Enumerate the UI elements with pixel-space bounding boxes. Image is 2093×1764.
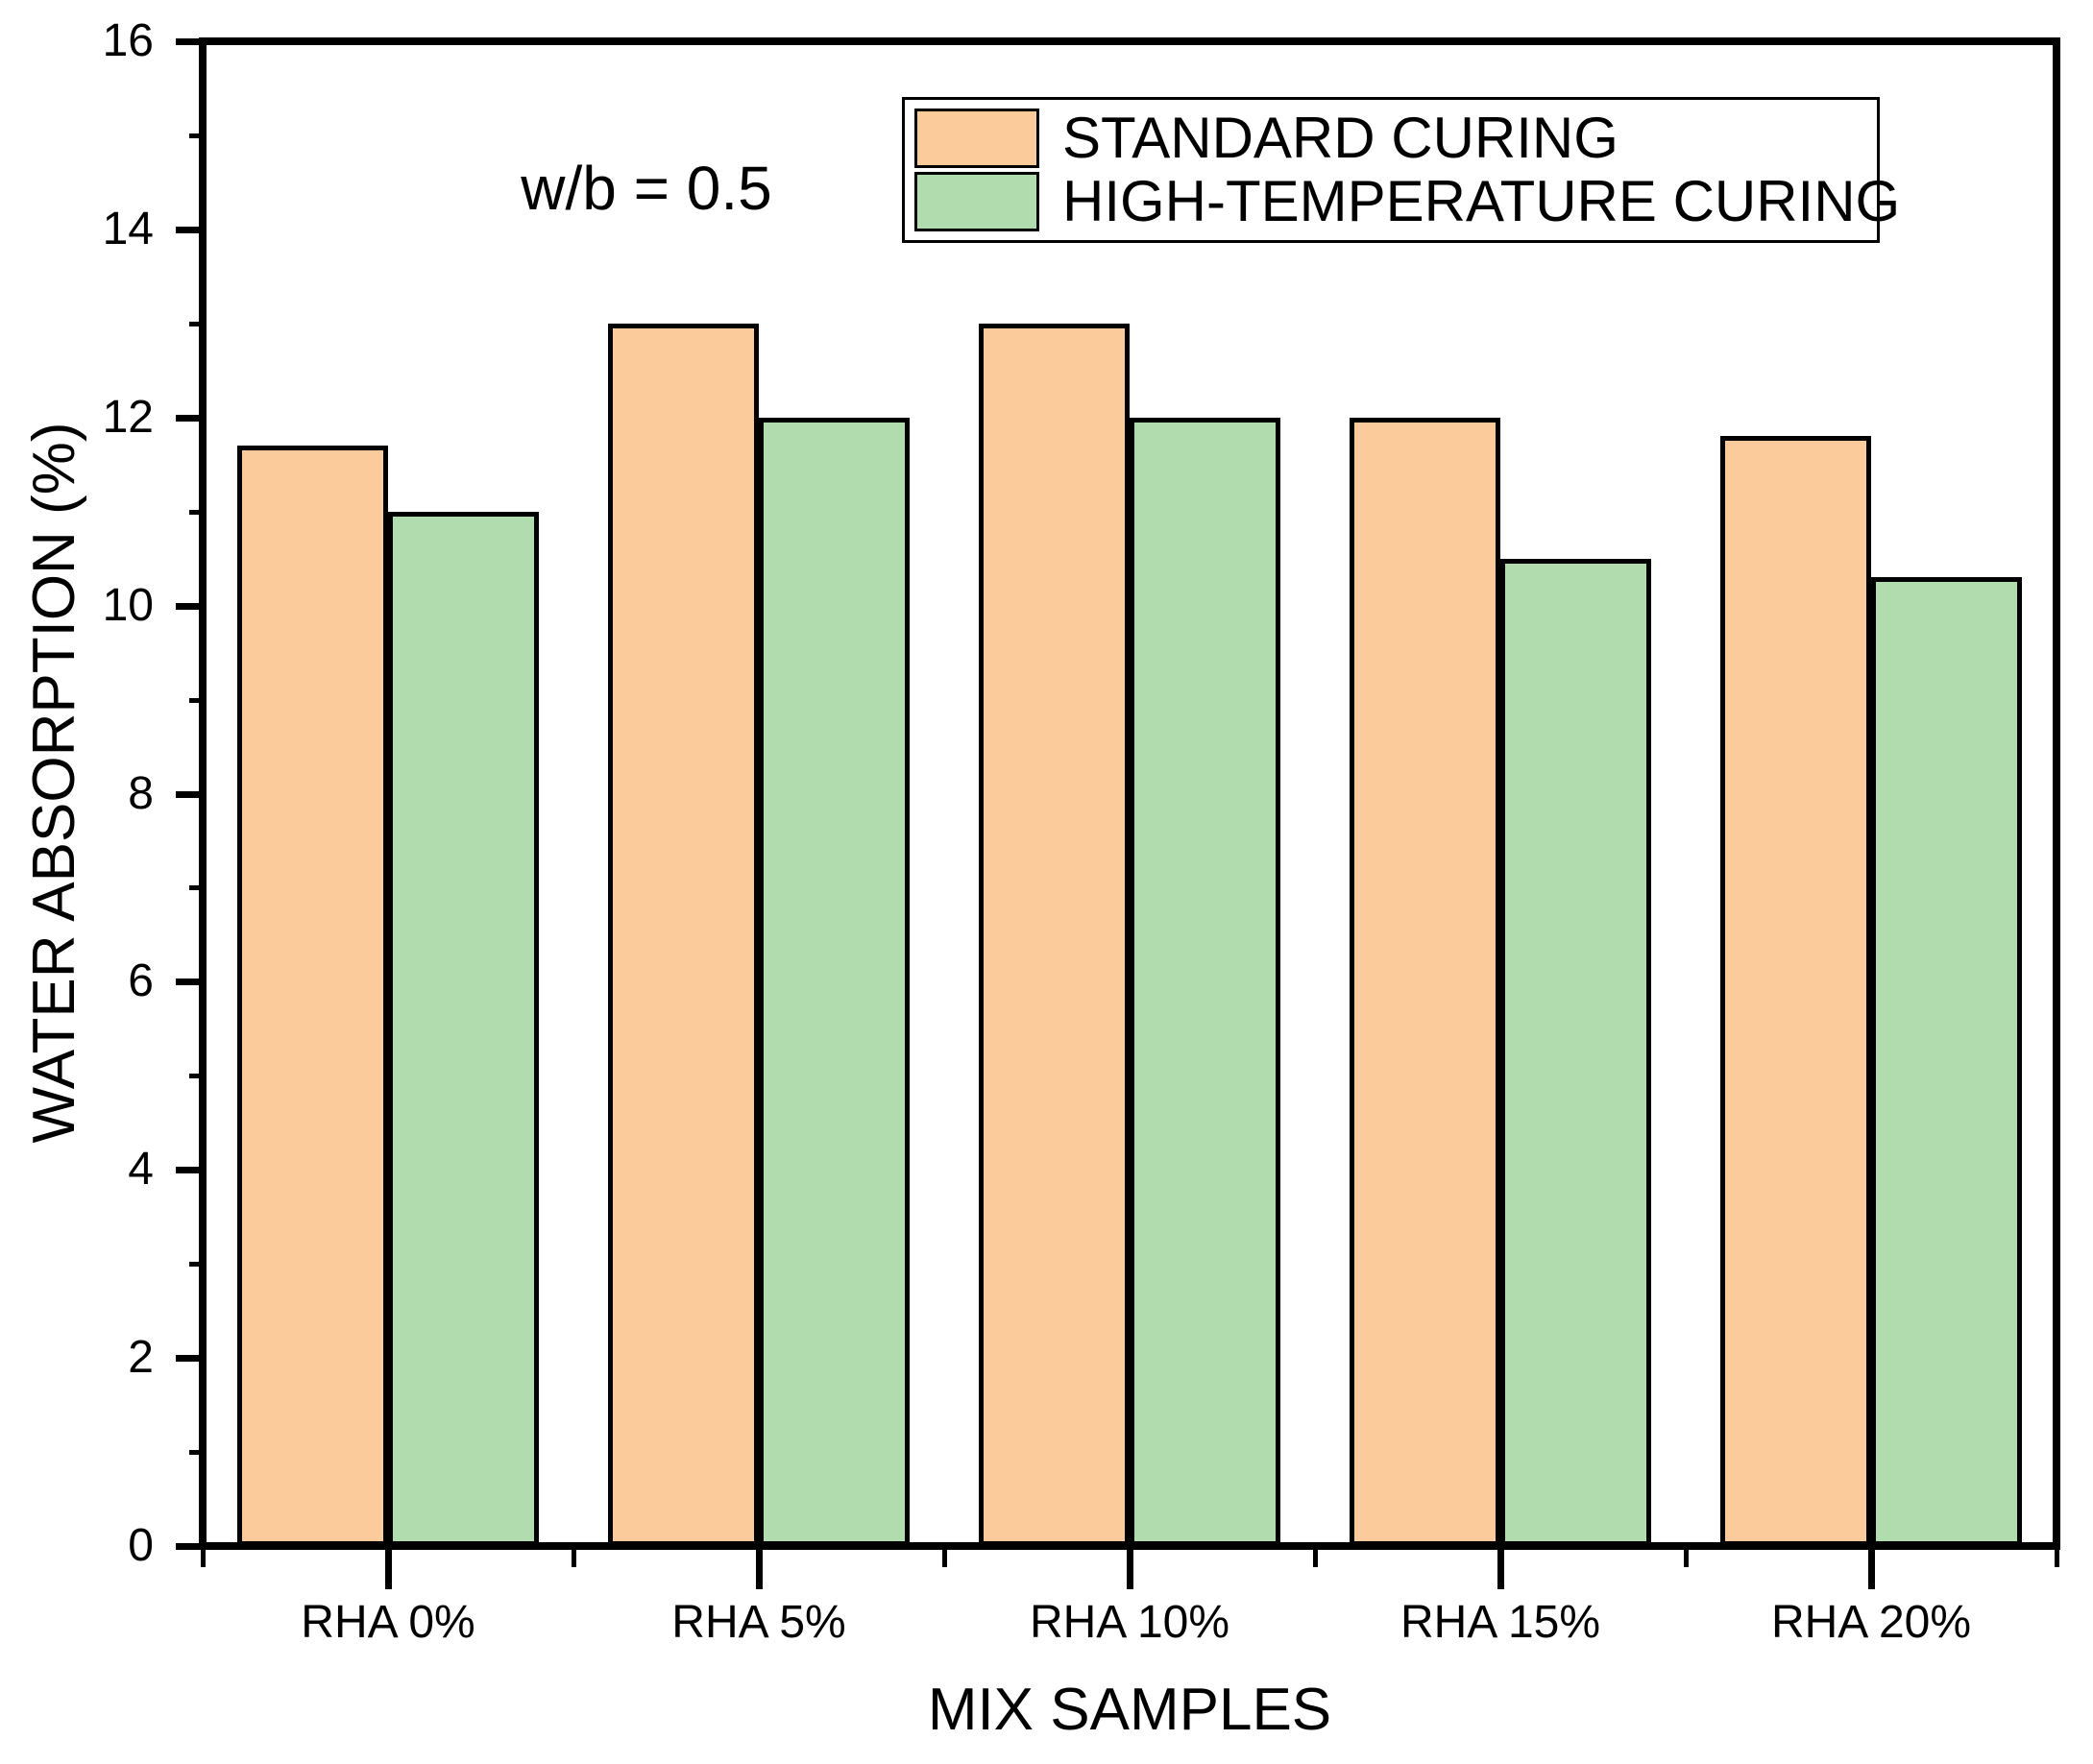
legend-label-1: STANDARD CURING [1062, 105, 1618, 170]
y-tick-label: 12 [102, 391, 154, 443]
y-tick-label: 10 [102, 579, 154, 631]
y-minor-tick [189, 1450, 203, 1456]
x-tick-label: RHA 5% [671, 1597, 846, 1648]
legend-label-2: HIGH-TEMPERATURE CURING [1062, 169, 1901, 234]
y-minor-tick [189, 697, 203, 703]
y-minor-tick [189, 1074, 203, 1079]
y-tick-label: 16 [102, 15, 154, 66]
legend: STANDARD CURING HIGH-TEMPERATURE CURING [902, 97, 1900, 243]
y-major-tick [176, 790, 203, 798]
x-tick-label: RHA 20% [1770, 1597, 1972, 1648]
legend-swatch-1 [914, 108, 1039, 168]
y-major-tick [176, 1167, 203, 1174]
y-major-tick [176, 1543, 203, 1550]
y-minor-tick [189, 1262, 203, 1268]
x-major-tick [756, 1546, 763, 1589]
y-minor-tick [189, 885, 203, 891]
bar-high-temperature-rha-10- [1130, 417, 1280, 1546]
y-tick-label: 6 [128, 955, 154, 1007]
bar-high-temperature-rha-0- [388, 511, 539, 1546]
bar-standard-rha-0- [237, 446, 388, 1546]
y-minor-tick [189, 133, 203, 138]
y-minor-tick [189, 321, 203, 326]
x-major-tick [385, 1546, 392, 1589]
legend-row-1: STANDARD CURING [914, 105, 1869, 170]
x-axis-title: MIX SAMPLES [927, 1677, 1332, 1743]
bar-standard-rha-15- [1350, 417, 1500, 1546]
y-tick-label: 4 [128, 1144, 154, 1196]
bar-high-temperature-rha-5- [759, 417, 910, 1546]
bar-standard-rha-20- [1720, 436, 1871, 1546]
x-tick-label: RHA 10% [1029, 1597, 1230, 1648]
x-major-tick [1127, 1546, 1133, 1589]
x-tick-label: RHA 0% [301, 1597, 475, 1648]
bar-high-temperature-rha-15- [1500, 558, 1651, 1546]
x-minor-tick [2054, 1546, 2059, 1567]
y-major-tick [176, 38, 203, 45]
wb-ratio-annotation: w/b = 0.5 [521, 154, 772, 223]
x-minor-tick [941, 1546, 947, 1567]
bar-standard-rha-5- [608, 323, 759, 1546]
x-tick-label: RHA 15% [1399, 1597, 1601, 1648]
y-tick-label: 8 [128, 767, 154, 819]
bar-high-temperature-rha-20- [1871, 577, 2022, 1546]
x-minor-tick [571, 1546, 576, 1567]
x-minor-tick [1312, 1546, 1318, 1567]
y-tick-label: 0 [128, 1520, 154, 1571]
y-major-tick [176, 1355, 203, 1363]
y-major-tick [176, 602, 203, 610]
x-minor-tick [1683, 1546, 1689, 1567]
y-minor-tick [189, 509, 203, 515]
x-minor-tick [200, 1546, 206, 1567]
y-tick-label: 2 [128, 1332, 154, 1384]
legend-swatch-2 [914, 172, 1039, 232]
x-major-tick [1868, 1546, 1875, 1589]
x-major-tick [1497, 1546, 1504, 1589]
y-major-tick [176, 226, 203, 233]
y-major-tick [176, 414, 203, 422]
legend-row-2: HIGH-TEMPERATURE CURING [914, 172, 1900, 232]
bar-standard-rha-10- [979, 323, 1130, 1546]
y-tick-label: 14 [102, 203, 154, 254]
y-major-tick [176, 979, 203, 986]
